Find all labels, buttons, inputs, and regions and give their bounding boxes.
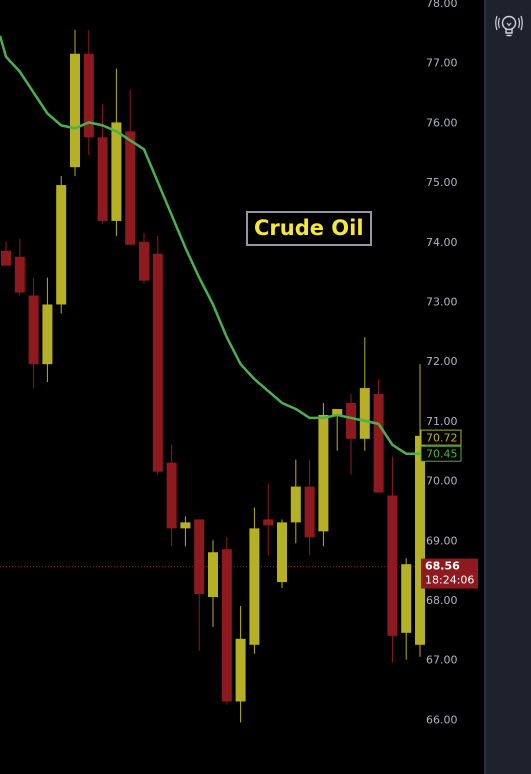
price-axis[interactable]: 78.00 77.00 76.00 75.00 74.00 73.00 72.00 71.00… bbox=[426, 0, 458, 726]
candle-body-down bbox=[1, 250, 11, 266]
candle bbox=[180, 516, 191, 547]
candle bbox=[318, 402, 329, 547]
candle-body-down bbox=[97, 137, 108, 221]
y-tick-label: 70.00 bbox=[426, 475, 458, 488]
candle bbox=[83, 29, 94, 156]
candle-body-up bbox=[208, 552, 218, 598]
candle bbox=[263, 483, 274, 556]
candle-body-up bbox=[415, 435, 425, 645]
moving-average-badge: 70.45 bbox=[420, 445, 462, 462]
candle-body-up bbox=[235, 638, 246, 702]
candle-body-up bbox=[180, 522, 191, 529]
candle-body-up bbox=[70, 53, 80, 168]
candle bbox=[14, 238, 25, 296]
candle bbox=[304, 459, 315, 556]
candle-body-up bbox=[249, 528, 260, 645]
candle-body-down bbox=[125, 131, 136, 245]
candle-body-up bbox=[111, 122, 122, 221]
bar-countdown-label: 18:24:06 bbox=[425, 574, 474, 587]
candle-body-down bbox=[14, 256, 25, 293]
candle bbox=[139, 232, 149, 284]
candle-body-up bbox=[318, 414, 329, 532]
ideas-button[interactable] bbox=[494, 10, 524, 42]
y-tick-label: 72.00 bbox=[426, 355, 458, 368]
y-tick-label: 75.00 bbox=[426, 176, 458, 189]
candle bbox=[373, 379, 384, 493]
candle bbox=[28, 277, 39, 389]
candle-body-down bbox=[304, 486, 315, 538]
candle-body-down bbox=[221, 549, 232, 702]
y-tick-label: 73.00 bbox=[426, 296, 458, 309]
candle bbox=[290, 459, 301, 544]
candle bbox=[152, 235, 163, 475]
candle-body-down bbox=[387, 495, 398, 636]
last-price-tag: 68.56 18:24:06 bbox=[421, 558, 478, 589]
candle bbox=[415, 364, 425, 657]
y-tick-label: 76.00 bbox=[426, 116, 458, 129]
candle-body-down bbox=[373, 394, 384, 493]
candle-body-down bbox=[263, 519, 274, 526]
candle bbox=[277, 519, 287, 589]
moving-average-line bbox=[0, 35, 420, 455]
candle-body-up bbox=[290, 486, 301, 523]
candle-body-down bbox=[28, 295, 39, 365]
last-price-label: 68.56 bbox=[425, 560, 460, 573]
right-toolbar bbox=[484, 0, 531, 774]
candle bbox=[97, 104, 108, 224]
y-tick-label: 69.00 bbox=[426, 534, 458, 547]
candle-body-up bbox=[56, 185, 67, 305]
candle bbox=[1, 241, 11, 266]
candle-body-down bbox=[139, 241, 149, 281]
candle-body-up bbox=[42, 304, 53, 365]
y-tick-label: 77.00 bbox=[426, 57, 458, 70]
y-tick-label: 66.00 bbox=[426, 713, 458, 726]
candle bbox=[56, 176, 67, 314]
candle bbox=[401, 558, 412, 660]
moving-average-badge-label: 70.45 bbox=[426, 448, 458, 461]
candle-body-down bbox=[166, 462, 177, 529]
value-badge-secondary-label: 70.72 bbox=[426, 432, 458, 445]
lightbulb-icon bbox=[495, 15, 523, 37]
candle-body-up bbox=[401, 564, 412, 633]
y-tick-label: 68.00 bbox=[426, 594, 458, 607]
candle bbox=[70, 29, 80, 177]
candle-body-up bbox=[359, 388, 370, 439]
candle bbox=[235, 605, 246, 723]
candles-layer bbox=[1, 29, 425, 723]
candle-body-up bbox=[277, 522, 287, 583]
candle-body-down bbox=[194, 519, 205, 595]
y-tick-label: 74.00 bbox=[426, 236, 458, 249]
candle-body-down bbox=[346, 402, 356, 439]
candle bbox=[249, 507, 260, 654]
candle-body-up bbox=[332, 408, 343, 415]
y-tick-label: 67.00 bbox=[426, 654, 458, 667]
candle bbox=[111, 68, 122, 236]
y-tick-label: 71.00 bbox=[426, 415, 458, 428]
candle-body-down bbox=[83, 53, 94, 138]
candle bbox=[194, 519, 205, 651]
candle bbox=[125, 89, 136, 245]
candle bbox=[208, 540, 218, 627]
candle bbox=[166, 444, 177, 547]
candle-body-down bbox=[152, 253, 163, 472]
chart-title: Crude Oil bbox=[246, 211, 372, 246]
y-tick-label: 78.00 bbox=[426, 0, 458, 10]
candle bbox=[359, 337, 370, 451]
candle bbox=[42, 277, 53, 383]
candle bbox=[387, 456, 398, 663]
candle bbox=[221, 537, 232, 705]
value-badge-secondary: 70.72 bbox=[420, 429, 462, 446]
candle bbox=[346, 394, 356, 475]
